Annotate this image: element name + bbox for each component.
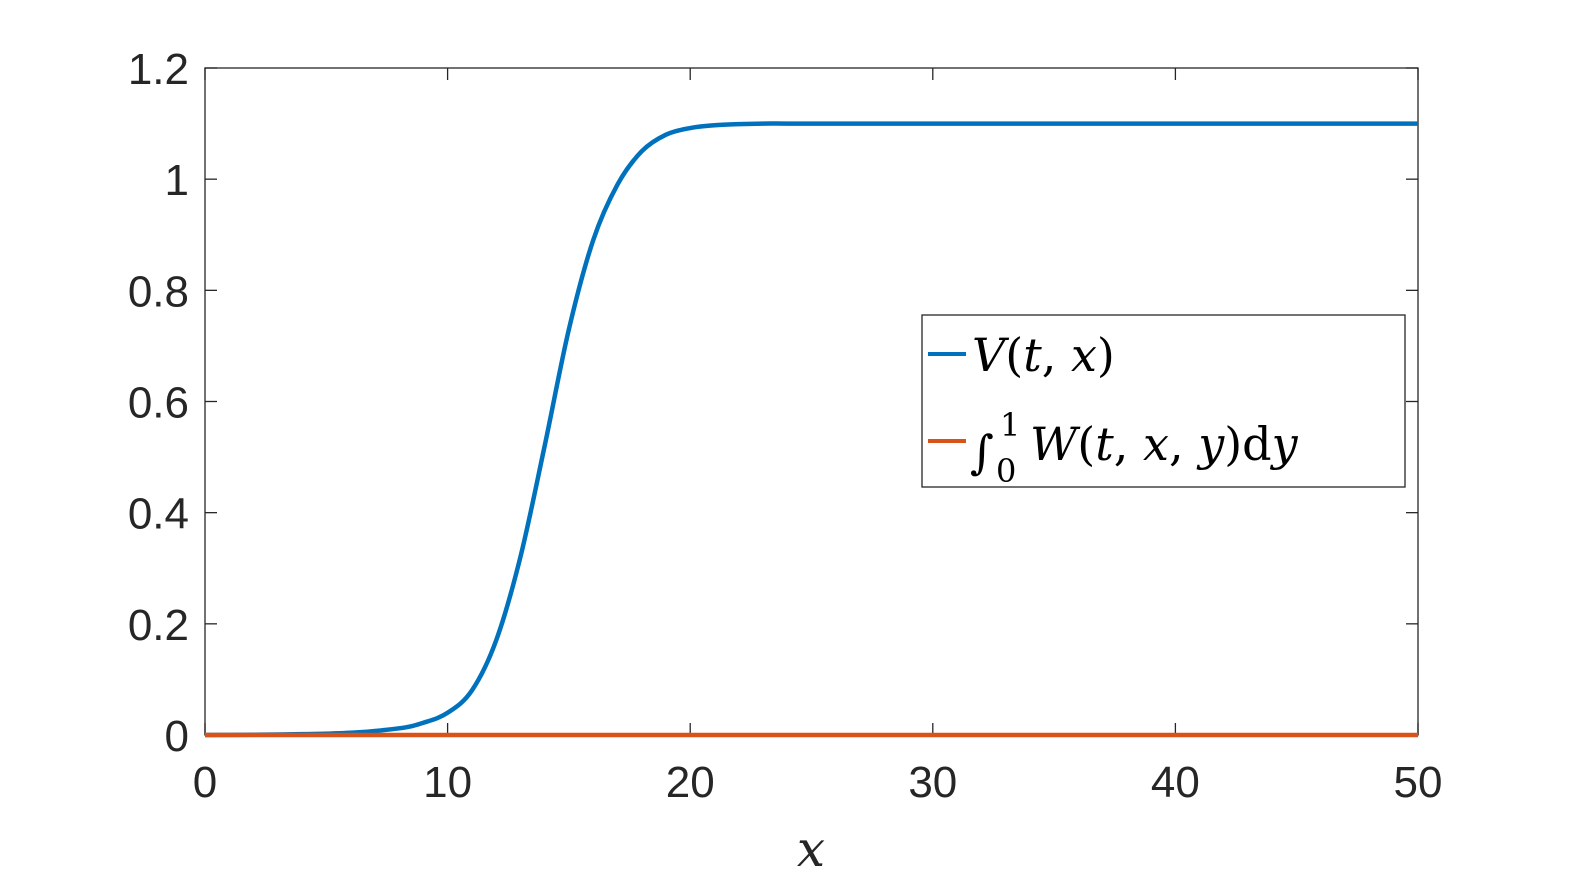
y-tick-label-3: 0.6 [128, 379, 189, 428]
legend-integral-lower: 0 [996, 452, 1016, 490]
y-tick-label-4: 0.8 [128, 267, 189, 316]
legend-integral-upper: 1 [1000, 406, 1020, 444]
y-tick-label-1: 0.2 [128, 601, 189, 650]
series-line-0 [204, 121, 1418, 738]
y-tick-label-2: 0.4 [128, 490, 189, 539]
legend: V(t, x) ∫ 1 0 W(t, x, y)dy [921, 314, 1406, 490]
legend-integral-sign: ∫ [970, 425, 994, 479]
legend-label-w: W(t, x, y)dy [1030, 417, 1299, 471]
x-tick-label-1: 10 [423, 758, 472, 807]
legend-label-v: V(t, x) [972, 328, 1115, 382]
x-tick-label-0: 0 [193, 758, 217, 807]
series-layer [204, 121, 1418, 738]
x-tick-label-4: 40 [1151, 758, 1200, 807]
x-tick-label-5: 50 [1394, 758, 1443, 807]
y-tick-label-5: 1 [165, 156, 189, 205]
y-tick-label-6: 1.2 [128, 45, 189, 94]
x-tick-label-3: 30 [908, 758, 957, 807]
y-tick-label-0: 0 [165, 712, 189, 761]
legend-box [921, 314, 1406, 488]
x-axis-title: x [797, 820, 825, 878]
x-tick-label-2: 20 [666, 758, 715, 807]
